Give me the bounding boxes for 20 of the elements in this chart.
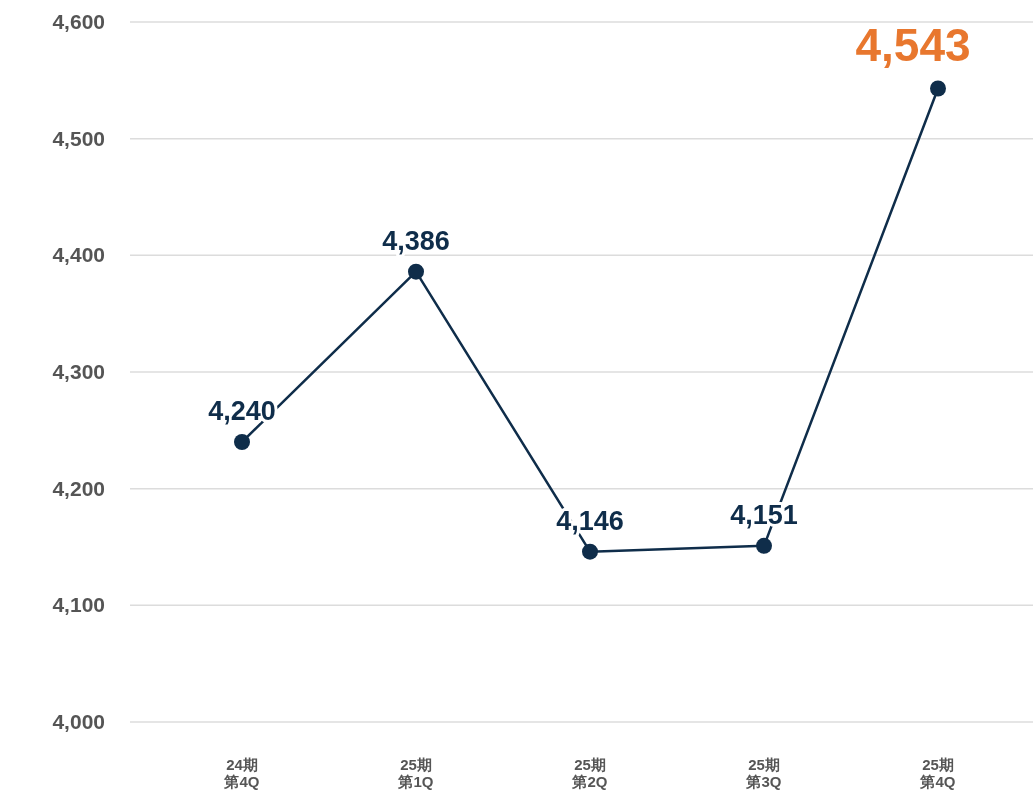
x-tick-label: 25期第1Q	[397, 756, 435, 791]
x-tick-label: 25期第3Q	[745, 756, 783, 791]
y-tick-label: 4,300	[52, 360, 105, 383]
point	[756, 537, 772, 554]
y-tick-label: 4,500	[52, 126, 105, 150]
point	[582, 543, 598, 560]
point	[234, 434, 250, 450]
x-tick-label: 25期第4Q	[919, 756, 957, 791]
y-tick-label: 4,100	[52, 593, 105, 617]
point	[930, 80, 946, 97]
y-tick-label: 4,600	[52, 10, 105, 33]
data-label: 4,240	[208, 396, 276, 426]
y-tick-label: 4,200	[52, 476, 105, 500]
y-tick-label: 4,000	[52, 710, 105, 733]
point	[408, 263, 424, 280]
data-label: 4,386	[382, 225, 450, 256]
annotation: 4,543	[855, 18, 971, 71]
x-tick-label: 24期第4Q	[223, 756, 261, 791]
x-tick-label: 25期第2Q	[571, 756, 609, 791]
y-tick-label: 4,400	[52, 243, 105, 267]
